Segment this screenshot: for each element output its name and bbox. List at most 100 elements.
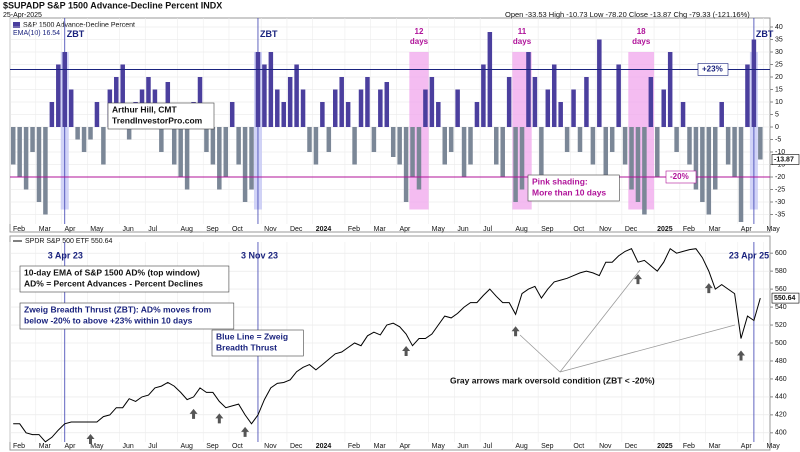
annotation-box bbox=[19, 302, 235, 330]
bar bbox=[223, 127, 229, 177]
shade-label: 18 bbox=[637, 27, 646, 36]
x-tick-label: Feb bbox=[683, 226, 695, 233]
y-tick-label: -30 bbox=[775, 199, 785, 206]
bar bbox=[674, 127, 679, 152]
bar bbox=[410, 127, 415, 177]
y-tick-label: 440 bbox=[775, 394, 787, 401]
bar bbox=[326, 127, 332, 152]
bar bbox=[210, 127, 216, 165]
y-tick-label: 560 bbox=[775, 286, 787, 293]
bar bbox=[571, 89, 576, 127]
arrow bbox=[737, 350, 746, 361]
bar bbox=[268, 52, 274, 127]
bar bbox=[255, 52, 261, 127]
arrow bbox=[241, 426, 250, 437]
y-tick-label: 520 bbox=[775, 322, 787, 329]
bar bbox=[229, 102, 235, 127]
x-tick-label: 2024 bbox=[316, 443, 332, 450]
x-tick-label: Oct bbox=[573, 443, 584, 450]
bar bbox=[700, 127, 705, 202]
zbt-date-label: 3 Apr 23 bbox=[48, 250, 83, 260]
bar bbox=[693, 127, 699, 190]
ref-label-box bbox=[697, 63, 729, 76]
bar bbox=[551, 64, 557, 127]
bar bbox=[416, 127, 422, 190]
annotation: TrendInvestorPro.com bbox=[112, 115, 203, 125]
x-tick-label: Dec bbox=[625, 226, 638, 233]
legend-entry: SPDR S&P 500 ETF 550.64 bbox=[25, 238, 113, 245]
bar bbox=[506, 77, 512, 127]
bar bbox=[713, 127, 718, 190]
bar bbox=[558, 102, 563, 127]
bar bbox=[751, 39, 757, 127]
bar bbox=[126, 127, 132, 140]
ref-label: -20% bbox=[670, 172, 689, 181]
bar bbox=[339, 77, 344, 127]
bar bbox=[378, 89, 383, 127]
annotation: AD% = Percent Advances - Percent Decline… bbox=[24, 278, 203, 288]
y-tick-label: 460 bbox=[775, 376, 787, 383]
bar bbox=[687, 127, 692, 165]
bar bbox=[49, 102, 55, 127]
x-tick-label: Jun bbox=[457, 443, 468, 450]
y-tick-label: 30 bbox=[775, 49, 783, 56]
last-label: -13.87 bbox=[774, 156, 794, 163]
y-tick-label: 15 bbox=[775, 86, 783, 93]
legend-entry: EMA(10) 16.54 bbox=[13, 30, 60, 37]
y-tick-label: -20 bbox=[775, 174, 785, 181]
arrow bbox=[511, 326, 520, 337]
shade-label: 12 bbox=[415, 27, 424, 36]
bar bbox=[584, 77, 589, 127]
x-tick-label: Nov bbox=[264, 226, 277, 233]
bar bbox=[732, 127, 737, 177]
y-tick-label: -35 bbox=[775, 211, 785, 218]
x-tick-label: Mar bbox=[374, 226, 387, 233]
chart-date: 25-Apr-2025 bbox=[3, 12, 42, 19]
bar bbox=[313, 127, 319, 165]
bar bbox=[487, 32, 493, 127]
y-tick-label: 20 bbox=[775, 74, 783, 81]
shade-label: days bbox=[513, 37, 532, 46]
x-tick-label: Feb bbox=[13, 226, 25, 233]
bar bbox=[758, 127, 763, 160]
annotation: Zweig Breadth Thrust (ZBT): AD% moves fr… bbox=[24, 304, 212, 314]
ref-label: +23% bbox=[702, 65, 723, 74]
x-tick-label: Nov bbox=[264, 443, 277, 450]
y-tick-label: -5 bbox=[775, 136, 781, 143]
bar bbox=[423, 89, 428, 127]
zbt-date-label: 3 Nov 23 bbox=[241, 250, 278, 260]
bar bbox=[481, 64, 486, 127]
bar bbox=[345, 102, 351, 127]
shade-label: 11 bbox=[518, 27, 527, 36]
bar bbox=[262, 64, 267, 127]
x-tick-label: May bbox=[90, 226, 104, 233]
y-tick-label: 480 bbox=[775, 358, 787, 365]
y-tick-label: 420 bbox=[775, 412, 787, 419]
bar bbox=[242, 127, 248, 202]
annotation-box bbox=[211, 329, 304, 357]
bar bbox=[197, 77, 203, 127]
zbt-label: ZBT bbox=[67, 29, 85, 39]
annotation: Breadth Thrust bbox=[216, 342, 277, 352]
callout-line bbox=[559, 324, 736, 373]
bar bbox=[75, 127, 80, 140]
annotation: More than 10 days bbox=[532, 187, 606, 197]
bar bbox=[88, 127, 93, 140]
x-tick-label: Sep bbox=[206, 226, 219, 233]
arrow bbox=[215, 413, 224, 424]
bar bbox=[320, 102, 325, 127]
x-tick-label: Sep bbox=[206, 443, 219, 450]
bar bbox=[307, 127, 312, 152]
x-tick-label: May bbox=[767, 226, 781, 233]
bar bbox=[94, 102, 100, 127]
x-tick-label: 2025 bbox=[657, 226, 673, 233]
bar bbox=[204, 127, 209, 152]
bar bbox=[609, 127, 615, 152]
bar bbox=[23, 127, 29, 190]
bar bbox=[590, 127, 596, 165]
annotation: Blue Line = Zweig bbox=[216, 331, 288, 341]
x-tick-label: Mar bbox=[39, 226, 52, 233]
bar bbox=[635, 127, 641, 202]
bar bbox=[648, 77, 654, 127]
x-tick-label: Mar bbox=[374, 443, 387, 450]
